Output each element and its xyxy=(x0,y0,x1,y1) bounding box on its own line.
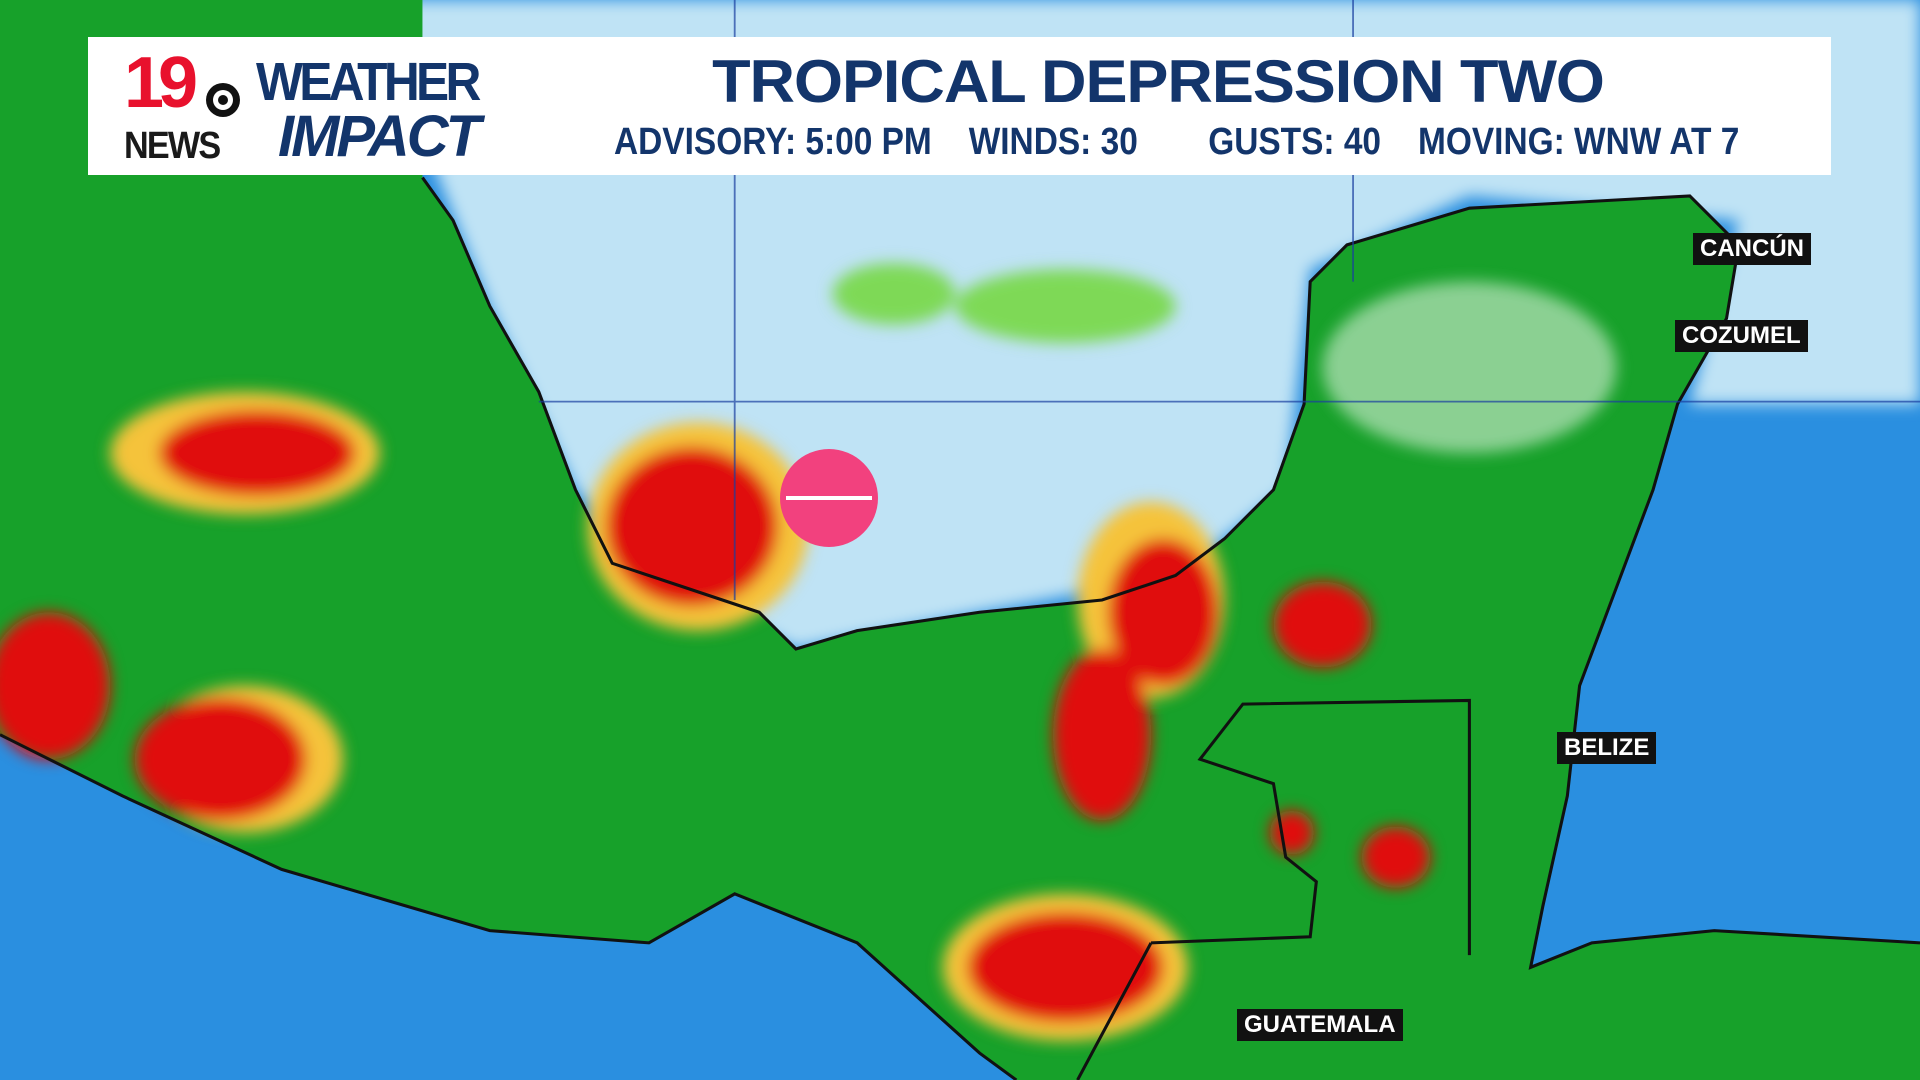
station-logo-news: NEWS xyxy=(124,125,221,167)
gusts: GUSTS: 40 xyxy=(1208,121,1382,163)
header-banner: 19 NEWS WEATHER IMPACT TROPICAL DEPRESSI… xyxy=(88,37,1831,175)
borders xyxy=(0,176,1920,1080)
tropical-depression-icon xyxy=(780,449,878,547)
advisory-time: ADVISORY: 5:00 PM xyxy=(614,121,932,163)
label-cozumel: COZUMEL xyxy=(1675,320,1808,352)
guatemala-border xyxy=(1076,698,1471,1080)
movement: MOVING: WNW AT 7 xyxy=(1417,121,1740,163)
label-cancun: CANCÚN xyxy=(1693,233,1811,265)
rain-cells xyxy=(0,263,1617,1041)
station-logo-number: 19 xyxy=(124,43,198,123)
brand-impact: IMPACT xyxy=(278,104,481,169)
pacific-coast xyxy=(0,733,1018,1080)
advisory-details: ADVISORY: 5:00 PM WINDS: 30 GUSTS: 40 MO… xyxy=(614,121,1776,164)
storm-title: TROPICAL DEPRESSION TWO xyxy=(712,48,1605,115)
label-guatemala: GUATEMALA xyxy=(1237,1009,1403,1041)
cbs-eye-icon xyxy=(206,83,240,117)
coastline xyxy=(421,176,1920,970)
brand-weather: WEATHER xyxy=(256,52,481,112)
label-belize: BELIZE xyxy=(1557,732,1657,764)
winds: WINDS: 30 xyxy=(968,121,1138,163)
